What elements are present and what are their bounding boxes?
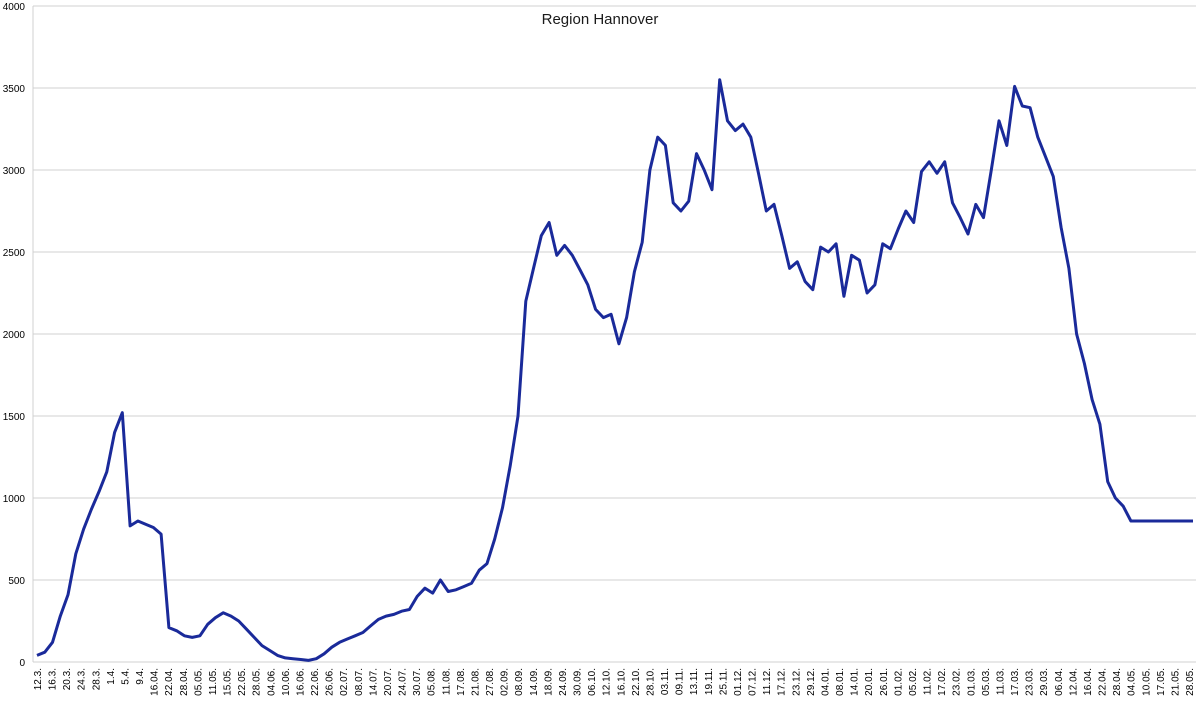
x-tick-label: 29.03.: [1039, 668, 1050, 696]
x-tick-label: 1.4.: [106, 668, 117, 685]
x-tick-label: 11.02.: [923, 668, 934, 695]
x-tick-label: 04.01.: [820, 668, 831, 696]
chart-title: Region Hannover: [542, 11, 659, 28]
y-tick-label: 4000: [3, 2, 26, 13]
x-tick-label: 5.4.: [120, 668, 131, 685]
x-tick-label: 28.05.: [252, 668, 263, 696]
y-tick-label: 0: [19, 658, 25, 669]
x-tick-label: 08.07.: [354, 668, 365, 696]
x-tick-label: 29.12.: [806, 668, 817, 696]
series-layer: [36, 78, 1193, 662]
x-tick-label: 05.02.: [908, 668, 919, 696]
x-tick-label: 11.08.: [441, 668, 452, 695]
x-tick-label: 13.11.: [689, 668, 700, 695]
x-tick-label: 16.04.: [1083, 668, 1094, 696]
x-tick-label: 16.04.: [150, 668, 161, 696]
x-tick-label: 28.3.: [91, 668, 102, 690]
x-tick-label: 12.10.: [602, 668, 613, 696]
x-tick-label: 10.06.: [281, 668, 292, 696]
x-tick-label: 22.06.: [310, 668, 321, 696]
x-tick-label: 24.3.: [77, 668, 88, 690]
x-tick-label: 22.05.: [237, 668, 248, 696]
grid-lines: [32, 5, 1196, 663]
x-tick-label: 30.09.: [573, 668, 584, 696]
x-tick-label: 16.3.: [48, 668, 59, 690]
x-tick-label: 03.11.: [660, 668, 671, 695]
x-tick-label: 05.08.: [427, 668, 438, 696]
x-tick-label: 02.07.: [339, 668, 350, 696]
x-tick-label: 14.07.: [368, 668, 379, 696]
x-axis-tick-labels: 12.3. 16.3. 20.3. 24.3. 28.3. 1.4. 5.4. 9.4. 16.…: [33, 668, 1196, 696]
x-tick-label: 10.05.: [1141, 668, 1152, 696]
x-tick-label: 28.04.: [179, 668, 190, 696]
x-tick-label: 18.09.: [543, 668, 554, 696]
x-tick-label: 25.11.: [718, 668, 729, 695]
x-tick-label: 11.05.: [208, 668, 219, 695]
x-tick-label: 12.04.: [1068, 668, 1079, 696]
x-tick-label: 09.11.: [675, 668, 686, 695]
y-tick-label: 1000: [3, 494, 26, 505]
x-tick-label: 04.05.: [1127, 668, 1138, 696]
x-tick-label: 02.09.: [500, 668, 511, 696]
y-tick-label: 500: [8, 576, 25, 587]
x-tick-label: 14.01.: [850, 668, 861, 696]
x-tick-label: 28.05.: [1185, 668, 1196, 696]
x-tick-label: 21.05.: [1170, 668, 1181, 696]
y-axis-tick-labels: 0 500 1000 1500 2000 2500 3000 3500 4000: [3, 2, 26, 669]
x-tick-label: 01.03.: [966, 668, 977, 696]
x-tick-label: 15.05.: [223, 668, 234, 696]
y-tick-label: 1500: [3, 412, 26, 423]
x-tick-label: 12.3.: [33, 668, 44, 690]
x-tick-label: 28.10.: [645, 668, 656, 696]
x-tick-label: 01.12.: [733, 668, 744, 696]
y-tick-label: 2500: [3, 248, 26, 259]
x-tick-label: 24.07.: [398, 668, 409, 696]
x-tick-label: 27.08.: [485, 668, 496, 696]
x-tick-label: 04.06.: [266, 668, 277, 696]
x-tick-label: 16.06.: [295, 668, 306, 696]
x-tick-label: 17.05.: [1156, 668, 1167, 696]
x-tick-label: 17.03.: [1010, 668, 1021, 696]
x-tick-label: 23.12.: [791, 668, 802, 696]
x-tick-label: 07.12.: [748, 668, 759, 696]
x-tick-label: 26.01.: [879, 668, 890, 696]
x-tick-label: 22.10.: [631, 668, 642, 696]
x-tick-label: 9.4.: [135, 668, 146, 685]
x-tick-label: 20.07.: [383, 668, 394, 696]
series-line-0: [36, 78, 1193, 662]
x-tick-label: 05.03.: [981, 668, 992, 696]
x-tick-label: 20.3.: [62, 668, 73, 690]
x-tick-label: 06.10.: [587, 668, 598, 696]
y-tick-label: 3500: [3, 84, 26, 95]
x-tick-label: 06.04.: [1054, 668, 1065, 696]
x-tick-label: 30.07.: [412, 668, 423, 696]
x-tick-label: 01.02.: [893, 668, 904, 696]
x-tick-label: 22.04.: [1098, 668, 1109, 696]
x-tick-label: 16.10.: [616, 668, 627, 696]
x-tick-label: 08.09.: [514, 668, 525, 696]
x-tick-label: 05.05.: [193, 668, 204, 696]
x-tick-label: 19.11.: [704, 668, 715, 695]
x-tick-label: 17.08.: [456, 668, 467, 696]
x-tick-label: 17.02.: [937, 668, 948, 696]
x-tick-label: 14.09.: [529, 668, 540, 696]
x-tick-label: 08.01.: [835, 668, 846, 696]
x-tick-label: 11.03.: [995, 668, 1006, 695]
x-tick-label: 22.04.: [164, 668, 175, 696]
x-tick-label: 20.01.: [864, 668, 875, 696]
x-tick-label: 26.06.: [325, 668, 336, 696]
x-tick-label: 24.09.: [558, 668, 569, 696]
x-tick-label: 11.12.: [762, 668, 773, 695]
y-tick-label: 2000: [3, 330, 26, 341]
y-tick-label: 3000: [3, 166, 26, 177]
x-tick-label: 23.02.: [952, 668, 963, 696]
x-tick-label: 23.03.: [1025, 668, 1036, 696]
x-tick-label: 17.12.: [777, 668, 788, 696]
x-tick-label: 21.08.: [470, 668, 481, 696]
x-tick-label: 28.04.: [1112, 668, 1123, 696]
